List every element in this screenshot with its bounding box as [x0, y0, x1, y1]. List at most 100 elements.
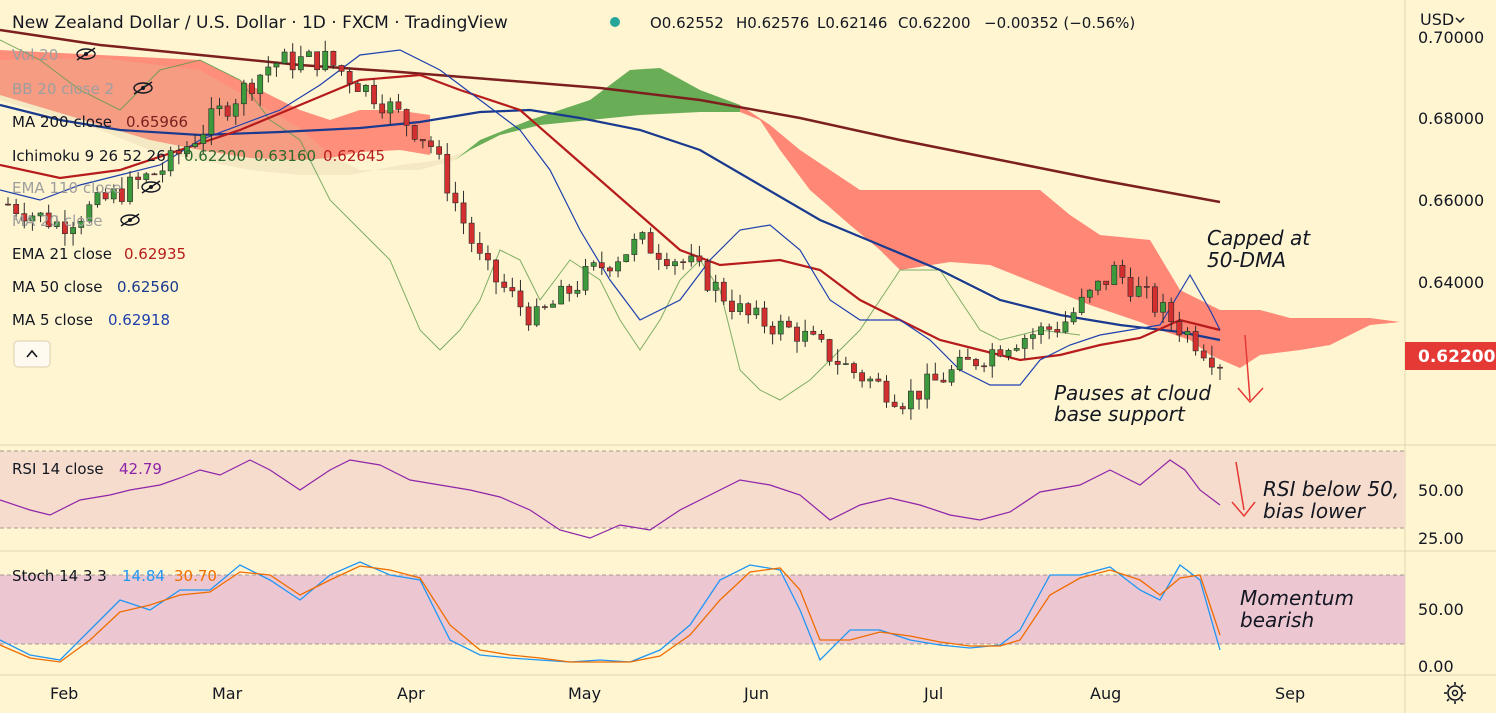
candle-down [135, 176, 142, 180]
annotation-mom-1: Momentum [1240, 586, 1354, 610]
candle-down [1103, 280, 1110, 285]
legend-ichimoku[interactable]: Ichimoku 9 26 52 26 [12, 147, 166, 165]
candle-down [1168, 302, 1175, 323]
candle-down [1054, 329, 1061, 333]
candle-up [1013, 348, 1020, 351]
candle-up [387, 101, 394, 114]
x-tick: Feb [50, 684, 78, 703]
candle-down [663, 259, 670, 267]
candle-up [615, 261, 621, 272]
legend-ema110[interactable]: EMA 110 close [12, 179, 121, 197]
candle-down [973, 359, 979, 367]
legend-ma5-value: 0.62918 [108, 311, 170, 329]
legend-ma50[interactable]: MA 50 close [12, 278, 102, 296]
candles [5, 40, 1223, 420]
ohlc-close: C0.62200 [898, 14, 971, 32]
candle-down [981, 365, 988, 368]
candle-down [45, 212, 52, 228]
candle-up [232, 103, 239, 117]
candle-up [208, 108, 215, 135]
candle-down [346, 71, 353, 84]
y-tick: 0.64000 [1418, 273, 1484, 292]
candle-down [62, 221, 68, 235]
candle-down [5, 203, 11, 206]
eye-hidden-icon[interactable] [76, 47, 96, 61]
candle-down [899, 406, 906, 410]
candle-down [411, 125, 418, 140]
legend-ma5[interactable]: MA 5 close [12, 311, 93, 329]
candle-down [794, 326, 800, 342]
candle-down [607, 267, 613, 272]
currency-label[interactable]: USD [1420, 10, 1454, 29]
chevron-down-icon[interactable] [1455, 17, 1465, 24]
candle-down [1200, 350, 1207, 359]
indicator-legend: Vol 20 BB 20 close 2 MA 200 close 0.6596… [12, 46, 385, 368]
candle-up [582, 266, 589, 291]
currency-selector[interactable]: USD [1420, 10, 1465, 29]
candle-down [859, 372, 865, 382]
candle-up [989, 349, 996, 367]
candle-down [1046, 326, 1053, 330]
rsi-legend[interactable]: RSI 14 close [12, 460, 104, 478]
ohlc-low: L0.62146 [817, 14, 887, 32]
candle-down [249, 82, 255, 94]
candle-up [842, 363, 849, 365]
candle-up [631, 238, 638, 255]
candle-down [419, 139, 426, 142]
candle-down [118, 188, 125, 202]
candle-down [769, 325, 776, 335]
candle-up [273, 62, 280, 68]
ma5-line [0, 49, 1221, 386]
candle-down [810, 330, 817, 335]
candle-up [297, 56, 304, 71]
candle-up [127, 176, 133, 202]
candle-up [1062, 321, 1069, 333]
stoch-d-line [0, 565, 1221, 663]
candle-up [1160, 302, 1166, 313]
legend-ema21[interactable]: EMA 21 close [12, 245, 112, 263]
legend-bb[interactable]: BB 20 close 2 [12, 80, 114, 98]
time-axis: Feb Mar Apr May Jun Jul Aug Sep [50, 684, 1305, 703]
candle-up [216, 105, 223, 109]
ichimoku-cloud [0, 50, 1400, 368]
legend-ichimoku-v2: 0.63160 [254, 147, 316, 165]
candle-up [1005, 350, 1012, 357]
cloud-bear-early [0, 50, 430, 160]
candle-up [1070, 312, 1077, 323]
candle-up [1078, 296, 1085, 313]
candle-down [834, 360, 841, 365]
stoch-legend[interactable]: Stoch 14 3 3 [12, 567, 107, 585]
eye-hidden-icon[interactable] [141, 180, 161, 194]
candle-down [21, 213, 28, 222]
candle-up [110, 188, 117, 200]
price-axis: 0.70000 0.68000 0.66000 0.64000 0.62000 … [1405, 28, 1496, 676]
rsi-y-tick: 25.00 [1418, 529, 1464, 548]
candle-down [13, 204, 20, 214]
legend-ma20[interactable]: MA 20 close [12, 212, 102, 230]
eye-hidden-icon[interactable] [120, 213, 140, 227]
x-tick: Mar [212, 684, 243, 703]
stoch-y-tick: 0.00 [1418, 657, 1454, 676]
settings-gear-icon[interactable] [1444, 682, 1466, 704]
candle-down [883, 380, 890, 403]
chevron-up-icon[interactable] [26, 349, 38, 358]
candle-down [720, 281, 727, 302]
collapse-legend-button[interactable] [13, 340, 51, 368]
candle-down [1176, 321, 1183, 336]
candle-up [1038, 326, 1044, 335]
stoch-legend-d: 30.70 [174, 567, 217, 585]
candle-up [143, 173, 150, 180]
x-tick: May [568, 684, 601, 703]
ohlc-open: O0.62552 [650, 14, 724, 32]
legend-vol[interactable]: Vol 20 [12, 46, 58, 64]
candle-down [493, 259, 499, 283]
price-arrow-line [1244, 334, 1251, 401]
x-tick: Jul [923, 684, 943, 703]
stoch-y-tick: 50.00 [1418, 600, 1464, 619]
candle-down [314, 51, 321, 71]
candle-down [745, 303, 752, 316]
eye-hidden-icon[interactable] [133, 81, 153, 95]
legend-ma200[interactable]: MA 200 close [12, 113, 112, 131]
